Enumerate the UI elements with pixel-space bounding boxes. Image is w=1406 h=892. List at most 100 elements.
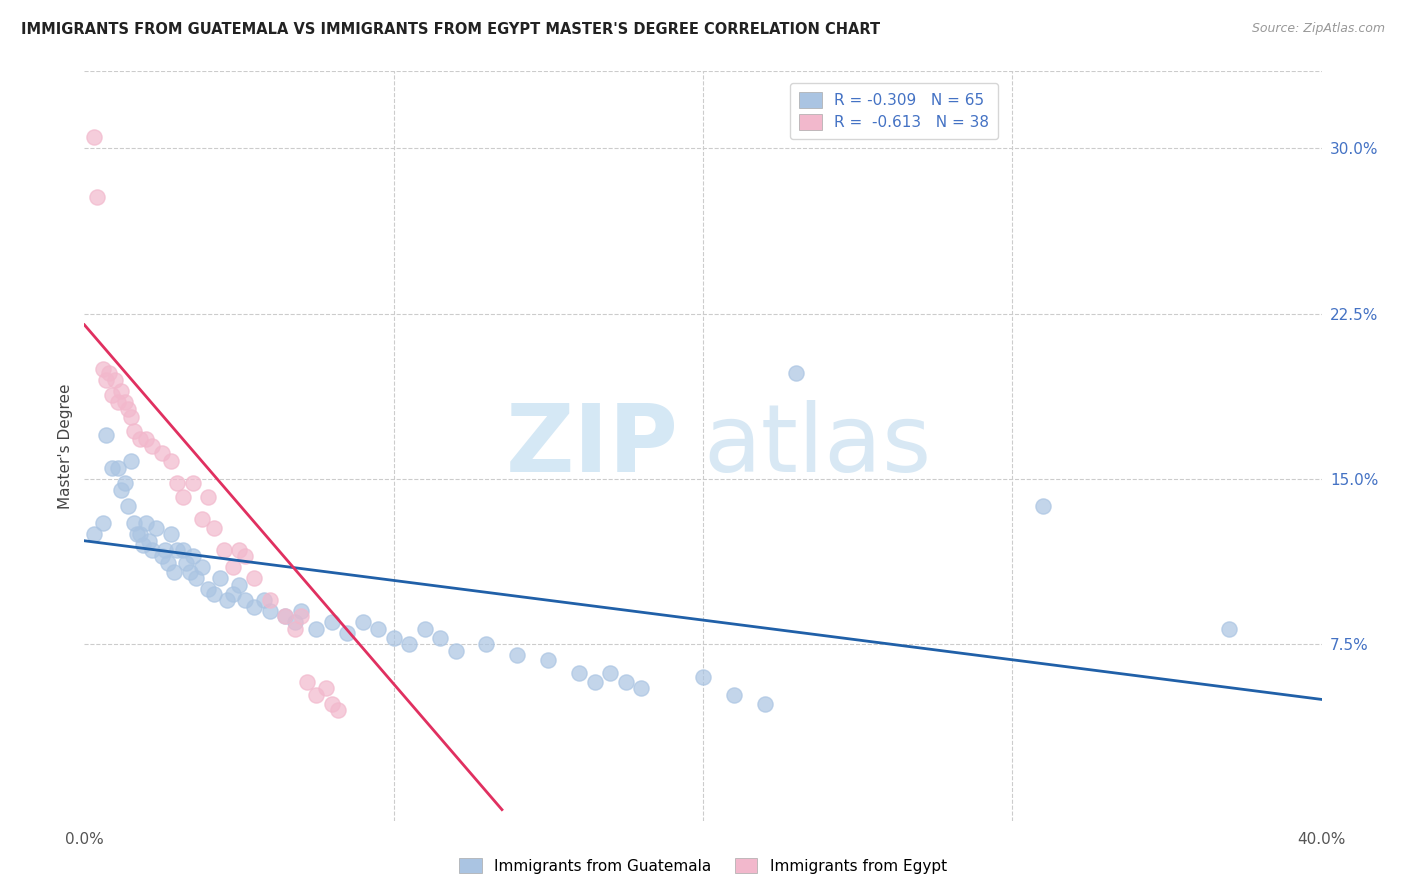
Point bbox=[191, 560, 214, 574]
Point bbox=[228, 542, 250, 557]
Point bbox=[326, 703, 349, 717]
Point bbox=[184, 571, 207, 585]
Point bbox=[114, 395, 136, 409]
Point bbox=[336, 626, 359, 640]
Legend: R = -0.309   N = 65, R =  -0.613   N = 38: R = -0.309 N = 65, R = -0.613 N = 38 bbox=[790, 83, 998, 139]
Point bbox=[583, 674, 606, 689]
Point bbox=[537, 653, 560, 667]
Point bbox=[135, 433, 157, 447]
Point bbox=[86, 190, 108, 204]
Point bbox=[181, 476, 204, 491]
Point bbox=[83, 527, 105, 541]
Point bbox=[150, 549, 173, 564]
Point bbox=[475, 637, 498, 651]
Point bbox=[166, 476, 188, 491]
Point bbox=[160, 527, 183, 541]
Point bbox=[91, 362, 114, 376]
Point bbox=[122, 424, 145, 438]
Point bbox=[202, 520, 225, 534]
Point bbox=[614, 674, 637, 689]
Point bbox=[222, 560, 245, 574]
Point bbox=[160, 454, 183, 468]
Point bbox=[150, 445, 173, 459]
Point bbox=[94, 373, 117, 387]
Point bbox=[141, 542, 163, 557]
Point bbox=[599, 665, 621, 680]
Point bbox=[444, 644, 467, 658]
Point bbox=[191, 512, 214, 526]
Point bbox=[172, 542, 194, 557]
Point bbox=[1218, 622, 1240, 636]
Point bbox=[141, 439, 163, 453]
Text: ZIP: ZIP bbox=[505, 400, 678, 492]
Point bbox=[163, 565, 186, 579]
Point bbox=[91, 516, 114, 530]
Point bbox=[179, 565, 201, 579]
Point bbox=[101, 461, 124, 475]
Point bbox=[222, 587, 245, 601]
Point bbox=[233, 549, 256, 564]
Point bbox=[117, 499, 139, 513]
Point bbox=[107, 395, 129, 409]
Point bbox=[568, 665, 591, 680]
Point bbox=[122, 516, 145, 530]
Point bbox=[172, 490, 194, 504]
Point bbox=[290, 604, 312, 618]
Point bbox=[209, 571, 232, 585]
Point bbox=[101, 388, 124, 402]
Point bbox=[315, 681, 337, 696]
Point bbox=[295, 674, 318, 689]
Point bbox=[132, 538, 155, 552]
Point bbox=[197, 582, 219, 597]
Point bbox=[284, 615, 307, 630]
Point bbox=[94, 428, 117, 442]
Point bbox=[135, 516, 157, 530]
Text: atlas: atlas bbox=[703, 400, 931, 492]
Point bbox=[181, 549, 204, 564]
Point bbox=[153, 542, 176, 557]
Point bbox=[228, 578, 250, 592]
Point bbox=[785, 366, 807, 380]
Point bbox=[630, 681, 652, 696]
Point bbox=[166, 542, 188, 557]
Point bbox=[129, 527, 152, 541]
Point bbox=[212, 542, 235, 557]
Point bbox=[197, 490, 219, 504]
Point bbox=[692, 670, 714, 684]
Text: IMMIGRANTS FROM GUATEMALA VS IMMIGRANTS FROM EGYPT MASTER'S DEGREE CORRELATION C: IMMIGRANTS FROM GUATEMALA VS IMMIGRANTS … bbox=[21, 22, 880, 37]
Point bbox=[145, 520, 167, 534]
Point bbox=[120, 410, 142, 425]
Point bbox=[259, 604, 281, 618]
Point bbox=[367, 622, 389, 636]
Text: Source: ZipAtlas.com: Source: ZipAtlas.com bbox=[1251, 22, 1385, 36]
Point bbox=[259, 593, 281, 607]
Point bbox=[253, 593, 276, 607]
Point bbox=[176, 556, 198, 570]
Point bbox=[506, 648, 529, 663]
Point bbox=[284, 622, 307, 636]
Point bbox=[754, 697, 776, 711]
Point bbox=[107, 461, 129, 475]
Point bbox=[120, 454, 142, 468]
Point bbox=[243, 571, 266, 585]
Point bbox=[305, 622, 328, 636]
Point bbox=[104, 373, 127, 387]
Point bbox=[114, 476, 136, 491]
Point bbox=[413, 622, 436, 636]
Point bbox=[723, 688, 745, 702]
Point bbox=[110, 483, 132, 497]
Point bbox=[321, 697, 343, 711]
Point bbox=[98, 366, 121, 380]
Point bbox=[83, 130, 105, 145]
Point bbox=[321, 615, 343, 630]
Point bbox=[398, 637, 420, 651]
Point bbox=[382, 631, 405, 645]
Point bbox=[1032, 499, 1054, 513]
Point bbox=[233, 593, 256, 607]
Point bbox=[290, 608, 312, 623]
Y-axis label: Master's Degree: Master's Degree bbox=[58, 384, 73, 508]
Point bbox=[305, 688, 328, 702]
Point bbox=[352, 615, 374, 630]
Point bbox=[125, 527, 148, 541]
Point bbox=[274, 608, 297, 623]
